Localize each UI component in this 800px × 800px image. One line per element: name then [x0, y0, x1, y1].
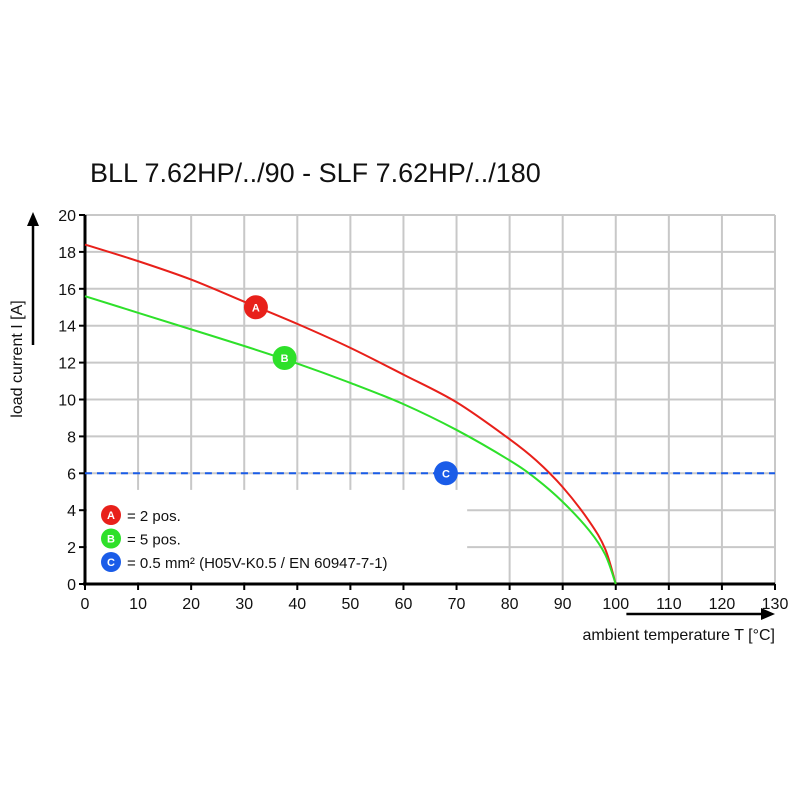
- x-tick-label: 60: [395, 596, 413, 613]
- y-tick-label: 14: [58, 319, 76, 336]
- legend-box: [87, 489, 468, 582]
- y-arrow-head-icon: [27, 212, 39, 226]
- x-tick-label: 70: [448, 596, 466, 613]
- y-tick-label: 10: [58, 393, 76, 410]
- series-marker-label: B: [281, 353, 289, 365]
- x-tick-label: 110: [656, 596, 682, 613]
- x-tick-label: 0: [81, 596, 90, 613]
- series-line-A: [84, 243, 617, 585]
- y-tick-label: 2: [67, 540, 76, 557]
- y-tick-label: 18: [58, 245, 76, 262]
- y-tick-label: 4: [67, 503, 76, 520]
- y-tick-label: 8: [67, 429, 76, 446]
- x-tick-label: 130: [762, 596, 789, 613]
- legend-marker-label: C: [107, 557, 115, 569]
- x-axis-label: ambient temperature T [°C]: [582, 627, 775, 644]
- legend-label: = 0.5 mm² (H05V-K0.5 / EN 60947-7-1): [127, 555, 388, 572]
- legend-marker-B: [101, 528, 121, 549]
- x-tick-label: 20: [182, 596, 200, 613]
- series-marker-label: A: [252, 302, 260, 314]
- y-tick-label: 0: [67, 577, 76, 594]
- legend-label: = 5 pos.: [127, 532, 181, 549]
- chart-title: BLL 7.62HP/../90 - SLF 7.62HP/../180: [90, 158, 541, 188]
- legend-marker-A: [101, 505, 121, 525]
- x-tick-label: 10: [129, 596, 147, 613]
- series-marker-A: [243, 295, 268, 320]
- series-marker-C: [433, 461, 458, 486]
- y-tick-label: 12: [58, 356, 76, 373]
- y-tick-label: 20: [58, 208, 76, 225]
- x-tick-label: 80: [501, 596, 519, 613]
- x-tick-label: 90: [554, 596, 572, 613]
- series-marker-label: C: [442, 468, 450, 480]
- x-tick-label: 30: [235, 596, 253, 613]
- x-tick-label: 100: [602, 596, 629, 613]
- x-tick-label: 120: [709, 596, 736, 613]
- y-tick-label: 16: [58, 282, 76, 299]
- x-tick-label: 40: [288, 596, 306, 613]
- x-arrow-head-icon: [761, 608, 775, 620]
- legend-label: = 2 pos.: [127, 508, 181, 525]
- y-tick-label: 6: [67, 466, 76, 483]
- series-line-B: [84, 295, 617, 585]
- legend-marker-C: [101, 552, 121, 572]
- legend-marker-label: B: [107, 534, 115, 546]
- legend-marker-label: A: [107, 510, 115, 522]
- y-axis-label: load current I [A]: [9, 300, 26, 417]
- x-tick-label: 50: [341, 596, 359, 613]
- series-marker-B: [272, 345, 297, 370]
